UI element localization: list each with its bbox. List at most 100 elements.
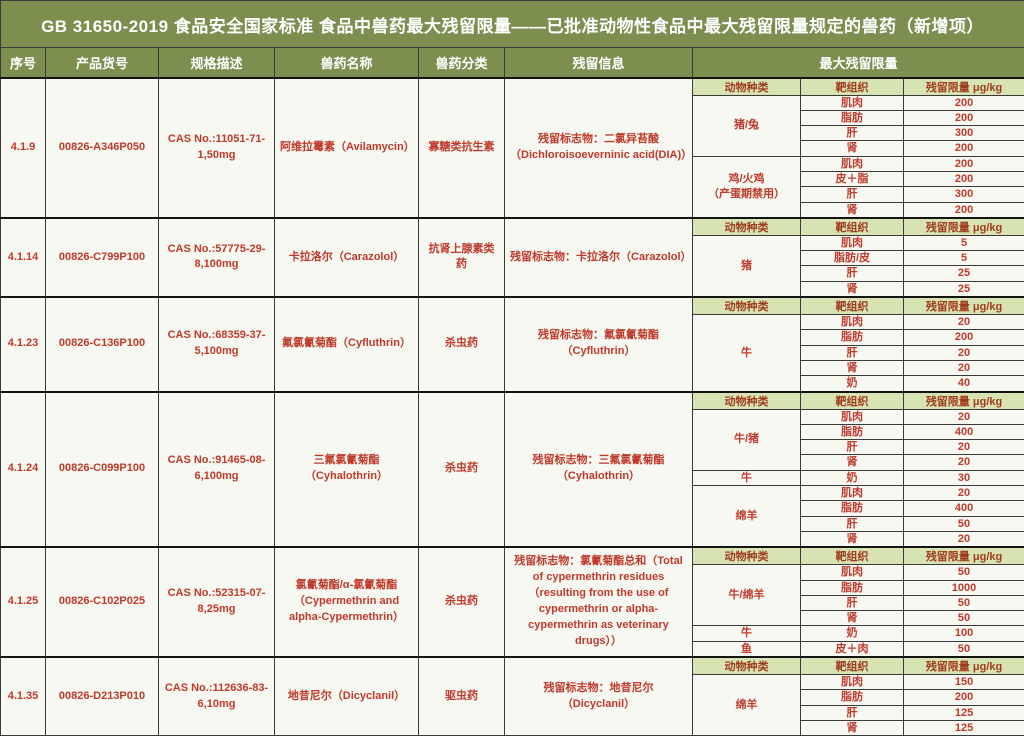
tissue-cell: 肾 [801,720,904,735]
drug-class-cell: 杀虫药 [419,547,505,657]
tissue-cell: 肝 [801,126,904,141]
limit-value-cell: 400 [904,424,1024,439]
drug-class-cell: 抗肾上腺素类药 [419,218,505,297]
mrl-subheader-0: 动物种类 [693,657,801,675]
tissue-cell: 皮＋脂 [801,171,904,186]
tissue-cell: 肝 [801,516,904,531]
limit-value-cell: 20 [904,440,1024,455]
limit-value-cell: 20 [904,360,1024,375]
limit-value-cell: 30 [904,470,1024,485]
tissue-cell: 肌肉 [801,409,904,424]
mrl-subheader-2: 残留限量 μg/kg [904,547,1024,565]
tissue-cell: 脂肪 [801,501,904,516]
limit-value-cell: 200 [904,330,1024,345]
tissue-cell: 肝 [801,345,904,360]
limit-value-cell: 200 [904,95,1024,110]
tissue-cell: 肝 [801,595,904,610]
product-code-cell: 00826-C102P025 [46,547,159,657]
tissue-cell: 脂肪/皮 [801,251,904,266]
drug-name-cell: 氯氰菊酯/α-氯氰菊酯（Cypermethrin and alpha-Cyper… [275,547,419,657]
species-cell: 猪/兔 [693,95,801,156]
limit-value-cell: 200 [904,171,1024,186]
tissue-cell: 肾 [801,202,904,218]
tissue-cell: 脂肪 [801,424,904,439]
mrl-subheader-2: 残留限量 μg/kg [904,218,1024,236]
limit-value-cell: 50 [904,611,1024,626]
limit-value-cell: 20 [904,409,1024,424]
mrl-subheader-0: 动物种类 [693,218,801,236]
mrl-subheader-0: 动物种类 [693,78,801,96]
drug-name-cell: 地昔尼尔（Dicyclanil） [275,657,419,736]
species-cell: 鸡/火鸡 （产蛋期禁用） [693,156,801,218]
tissue-cell: 肌肉 [801,235,904,250]
row-serial-cell: 4.1.24 [1,392,46,548]
limit-value-cell: 20 [904,531,1024,547]
tissue-cell: 肾 [801,141,904,156]
tissue-cell: 肝 [801,705,904,720]
species-cell: 牛/猪 [693,409,801,470]
tissue-cell: 奶 [801,376,904,392]
tissue-cell: 脂肪 [801,690,904,705]
col-header-serial: 序号 [1,48,46,78]
col-header-residue: 残留信息 [505,48,693,78]
limit-value-cell: 300 [904,126,1024,141]
product-code-cell: 00826-C136P100 [46,297,159,391]
drug-name-cell: 三氟氯氰菊酯（Cyhalothrin） [275,392,419,548]
limit-value-cell: 20 [904,315,1024,330]
limit-value-cell: 50 [904,595,1024,610]
species-cell: 绵羊 [693,486,801,548]
tissue-cell: 肾 [801,455,904,470]
residue-info-cell: 残留标志物：三氟氯氰菊酯（Cyhalothrin） [505,392,693,548]
limit-value-cell: 200 [904,141,1024,156]
mrl-subheader-1: 靶组织 [801,297,904,315]
tissue-cell: 肝 [801,440,904,455]
limit-value-cell: 50 [904,565,1024,580]
drug-name-cell: 阿维拉霉素（Avilamycin） [275,78,419,218]
limit-value-cell: 20 [904,486,1024,501]
tissue-cell: 奶 [801,626,904,641]
tissue-cell: 肾 [801,531,904,547]
drug-class-cell: 杀虫药 [419,392,505,548]
limit-value-cell: 400 [904,501,1024,516]
tissue-cell: 肌肉 [801,95,904,110]
tissue-cell: 肝 [801,266,904,281]
tissue-cell: 肌肉 [801,675,904,690]
col-header-spec: 规格描述 [159,48,275,78]
drug-name-cell: 卡拉洛尔（Carazolol） [275,218,419,297]
product-code-cell: 00826-A346P050 [46,78,159,218]
limit-value-cell: 50 [904,641,1024,657]
spec-cell: CAS No.:112636-83-6,10mg [159,657,275,736]
limit-value-cell: 200 [904,110,1024,125]
row-serial-cell: 4.1.14 [1,218,46,297]
tissue-cell: 肌肉 [801,486,904,501]
limit-value-cell: 25 [904,281,1024,297]
row-serial-cell: 4.1.23 [1,297,46,391]
drug-class-cell: 驱虫药 [419,657,505,736]
tissue-cell: 肾 [801,360,904,375]
mrl-subheader-1: 靶组织 [801,78,904,96]
tissue-cell: 脂肪 [801,330,904,345]
row-serial-cell: 4.1.25 [1,547,46,657]
limit-value-cell: 25 [904,266,1024,281]
species-cell: 猪 [693,235,801,297]
species-cell: 牛 [693,470,801,485]
mrl-subheader-0: 动物种类 [693,392,801,410]
product-code-cell: 00826-C799P100 [46,218,159,297]
residue-info-cell: 残留标志物：氟氯氰菊酯（Cyfluthrin） [505,297,693,391]
mrl-subheader-1: 靶组织 [801,392,904,410]
limit-value-cell: 20 [904,345,1024,360]
limit-value-cell: 300 [904,187,1024,202]
residue-info-cell: 残留标志物：卡拉洛尔（Carazolol） [505,218,693,297]
mrl-subheader-2: 残留限量 μg/kg [904,78,1024,96]
limit-value-cell: 5 [904,251,1024,266]
page-title: GB 31650-2019 食品安全国家标准 食品中兽药最大残留限量——已批准动… [1,1,1024,48]
product-code-cell: 00826-D213P010 [46,657,159,736]
tissue-cell: 肌肉 [801,315,904,330]
limit-value-cell: 50 [904,516,1024,531]
spec-cell: CAS No.:68359-37-5,100mg [159,297,275,391]
